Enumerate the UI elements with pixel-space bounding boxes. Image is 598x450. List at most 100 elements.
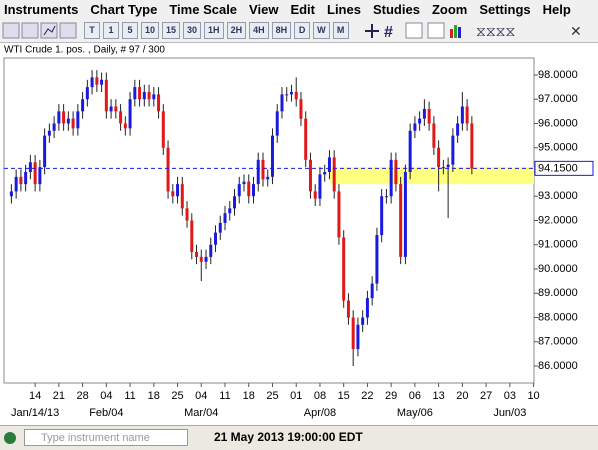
candle-body (81, 99, 85, 112)
candle-body (308, 159, 312, 192)
x-tick-label-2: Jan/14/13 (11, 407, 59, 419)
x-tick-label: 04 (100, 390, 112, 402)
x-tick-label: 21 (53, 390, 65, 402)
last-price-box (534, 160, 594, 176)
candle-body (446, 164, 450, 168)
timeframe-button[interactable]: M (332, 22, 349, 39)
menu-item[interactable]: Time Scale (169, 2, 238, 17)
candle-body (280, 94, 284, 112)
candle-body (327, 157, 331, 172)
candle-body (456, 123, 460, 136)
icon-line (43, 25, 56, 36)
icon[interactable] (427, 22, 445, 39)
icon-grid[interactable]: # (384, 24, 393, 41)
candle-body (28, 162, 32, 172)
timeframe-button[interactable]: 1H (204, 22, 224, 39)
x-tick-label: 22 (361, 390, 373, 402)
timeframe-button[interactable]: 5 (122, 22, 138, 39)
search-box[interactable]: Type instrument name (24, 429, 188, 446)
timeframe-button[interactable]: 4H (249, 22, 269, 39)
icon-zoom[interactable]: ⧖⧖⧖⧖ (476, 23, 515, 39)
icon[interactable] (21, 22, 39, 39)
candle-body (138, 87, 142, 100)
status-icons (4, 432, 16, 444)
x-tick-label: 15 (338, 390, 350, 402)
candle-body (441, 167, 445, 169)
chart-title: WTI Crude 1. pos. , Daily, # 97 / 300 (4, 45, 165, 56)
candle-body (251, 184, 255, 197)
candle-body (460, 106, 464, 124)
plot-frame (3, 57, 535, 384)
menu-item[interactable]: Instruments (4, 2, 79, 17)
timeframe-button[interactable]: 8H (271, 22, 292, 39)
icon-bars[interactable] (454, 25, 457, 38)
candle-body (128, 99, 132, 129)
candle-body (218, 222, 222, 233)
y-tick-label: 93.0000 (538, 190, 578, 202)
menu-item[interactable]: Studies (372, 2, 420, 17)
candle-body (9, 191, 13, 197)
icon[interactable] (2, 22, 20, 39)
candle-body (275, 111, 279, 136)
candle-body (289, 91, 293, 95)
search-placeholder: Type instrument name (41, 432, 150, 444)
candle-body (176, 184, 180, 197)
menu-item[interactable]: Chart Type (90, 2, 158, 17)
timeframe-button[interactable]: D (294, 22, 311, 39)
icon-bars[interactable] (450, 29, 453, 38)
menu-item[interactable]: Help (542, 2, 571, 17)
candle-body (223, 213, 227, 223)
timeframe-button[interactable]: 15 (162, 22, 181, 39)
candle-body (195, 252, 199, 257)
zone (330, 167, 534, 185)
x-tick-label: 06 (409, 390, 421, 402)
icon[interactable] (40, 22, 58, 39)
icon[interactable] (59, 22, 77, 39)
candle-body (337, 191, 341, 238)
timeframe-button[interactable]: 1 (103, 22, 119, 39)
y-tick-label: 88.0000 (538, 311, 578, 323)
y-tick-label: 92.0000 (538, 214, 578, 226)
icon[interactable] (405, 22, 423, 39)
candle-body (247, 181, 251, 197)
menu-item[interactable]: Zoom (431, 2, 468, 17)
candle-body (294, 91, 298, 100)
candle-body (119, 111, 123, 124)
y-tick-label: 97.0000 (538, 93, 578, 105)
x-tick-label: 29 (385, 390, 397, 402)
timeframe-button[interactable]: 2H (226, 22, 247, 39)
candle-body (62, 111, 66, 124)
candle-body (408, 130, 412, 172)
candle-body (38, 167, 42, 185)
menu-item[interactable]: View (249, 2, 279, 17)
candle-body (52, 123, 56, 131)
candle-body (346, 300, 350, 318)
icon-bars[interactable] (458, 27, 461, 38)
timeframe-button[interactable]: W (313, 22, 330, 39)
x-tick-label: 18 (148, 390, 160, 402)
candle-body (104, 79, 108, 112)
candle-body (33, 162, 37, 185)
candle-body (432, 123, 436, 148)
y-tick-label: 90.0000 (538, 263, 578, 275)
menu-item[interactable]: Lines (327, 2, 361, 17)
y-tick-label: 89.0000 (538, 287, 578, 299)
candle-body (19, 176, 23, 185)
x-tick-label: 10 (527, 390, 539, 402)
toolbar: T 1 5 10 15 30 1H 2H 4H 8H D W M # ⧖⧖⧖⧖ ✕ (0, 19, 598, 43)
timeframe-button[interactable]: 30 (183, 22, 202, 39)
x-tick-label: 11 (124, 390, 135, 402)
menu-item[interactable]: Settings (479, 2, 531, 17)
connection-icon (4, 432, 16, 444)
candle-body (185, 208, 189, 221)
x-tick-label: 01 (290, 390, 302, 402)
candle-body (161, 111, 165, 148)
menu-item[interactable]: Edit (290, 2, 315, 17)
icon-close[interactable]: ✕ (570, 23, 582, 39)
timeframe-button[interactable]: 10 (141, 22, 160, 39)
candle-body (166, 147, 170, 192)
timeframe-button[interactable]: T (84, 22, 100, 39)
x-tick-label: 20 (456, 390, 468, 402)
candle-body (422, 108, 426, 119)
candle-body (261, 159, 265, 180)
